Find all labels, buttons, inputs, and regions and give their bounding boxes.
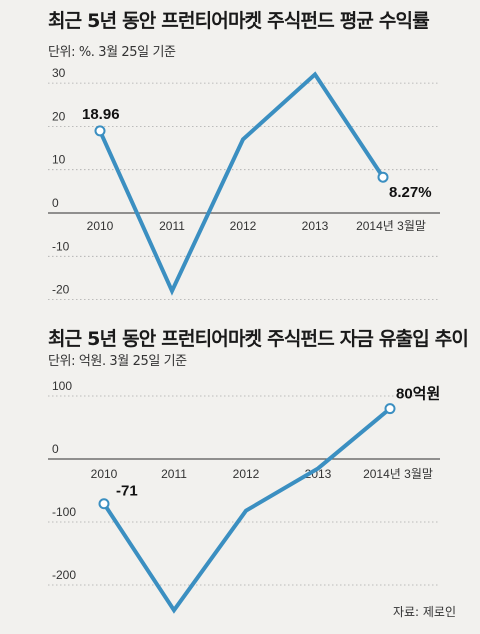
source-note: 자료: 제로인 bbox=[392, 605, 456, 619]
data-label: 8.27% bbox=[389, 184, 432, 201]
data-point bbox=[94, 125, 106, 137]
data-label: 80억원 bbox=[396, 385, 440, 403]
data-point bbox=[384, 403, 396, 415]
series-line bbox=[102, 406, 392, 614]
chart1-unit-note: 단위: %. 3월 25일 기준 bbox=[48, 45, 176, 60]
x-tick-label: 2011 bbox=[159, 219, 185, 233]
y-tick-label: 100 bbox=[52, 379, 72, 393]
chart2-unit-note: 단위: 억원. 3월 25일 기준 bbox=[48, 354, 187, 369]
y-tick-label: 0 bbox=[52, 442, 59, 456]
x-tick-label: 2012 bbox=[233, 467, 260, 481]
data-point bbox=[98, 498, 110, 510]
x-tick-label: 2010 bbox=[91, 467, 118, 481]
data-label: -71 bbox=[116, 483, 138, 500]
y-tick-label: -10 bbox=[52, 239, 70, 253]
y-tick-label: 30 bbox=[52, 66, 66, 80]
y-tick-label: 0 bbox=[52, 196, 59, 210]
x-tick-label: 2012 bbox=[230, 219, 257, 233]
y-tick-label: 10 bbox=[52, 153, 66, 167]
y-tick-label: -200 bbox=[52, 568, 76, 582]
chart2-title: 최근 5년 동안 프런티어마켓 주식펀드 자금 유출입 추이 bbox=[48, 328, 469, 350]
x-tick-label: 2013 bbox=[302, 219, 329, 233]
y-tick-label: -100 bbox=[52, 505, 76, 519]
series-line bbox=[98, 71, 385, 296]
data-label: 18.96 bbox=[82, 106, 120, 123]
x-tick-label: 2011 bbox=[161, 467, 187, 481]
x-tick-label: 2014년 3월말 bbox=[363, 467, 433, 481]
data-point bbox=[377, 171, 389, 183]
x-tick-label: 2014년 3월말 bbox=[356, 219, 426, 233]
y-tick-label: -20 bbox=[52, 283, 70, 297]
y-tick-label: 20 bbox=[52, 109, 66, 123]
x-tick-label: 2010 bbox=[87, 219, 114, 233]
chart1-title: 최근 5년 동안 프런티어마켓 주식펀드 평균 수익률 bbox=[48, 10, 430, 32]
